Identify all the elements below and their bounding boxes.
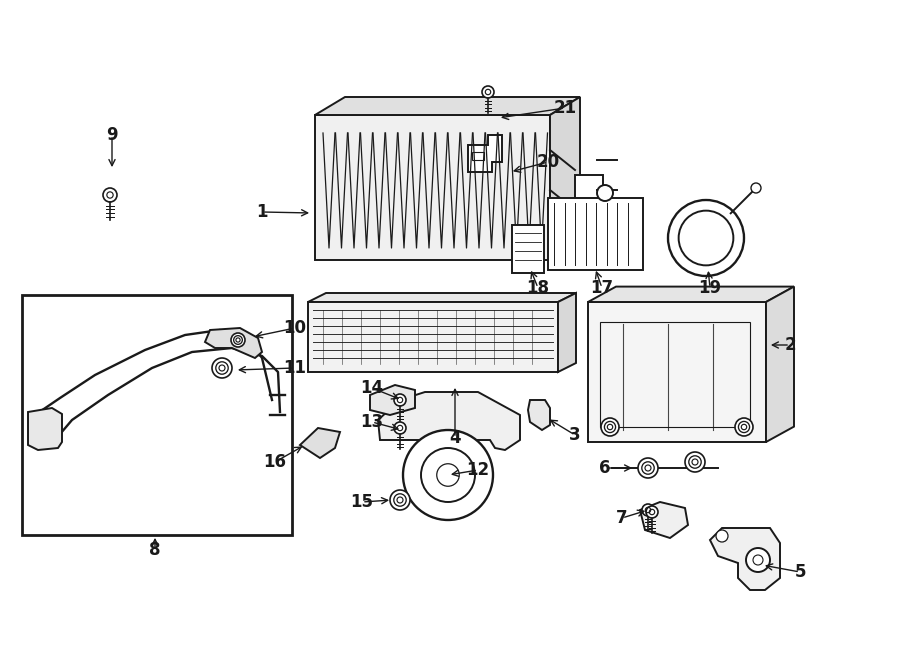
Text: 2: 2 xyxy=(784,336,796,354)
Text: 10: 10 xyxy=(284,319,307,337)
Text: 5: 5 xyxy=(794,563,806,581)
Polygon shape xyxy=(205,328,262,358)
Text: 15: 15 xyxy=(350,493,374,511)
Polygon shape xyxy=(315,115,550,260)
Circle shape xyxy=(231,333,245,347)
Polygon shape xyxy=(588,287,794,302)
Circle shape xyxy=(716,530,728,542)
Text: 20: 20 xyxy=(536,153,560,171)
Text: 6: 6 xyxy=(599,459,611,477)
Circle shape xyxy=(668,200,744,276)
Bar xyxy=(548,198,643,270)
Polygon shape xyxy=(308,293,576,302)
Bar xyxy=(588,302,766,442)
Circle shape xyxy=(735,418,753,436)
Circle shape xyxy=(212,358,232,378)
Polygon shape xyxy=(378,392,520,450)
Circle shape xyxy=(390,490,410,510)
Text: 11: 11 xyxy=(284,359,307,377)
Text: 19: 19 xyxy=(698,279,722,297)
Text: 13: 13 xyxy=(360,413,383,431)
Text: 1: 1 xyxy=(256,203,268,221)
Polygon shape xyxy=(300,428,340,458)
Circle shape xyxy=(597,185,613,201)
Text: 9: 9 xyxy=(106,126,118,144)
Circle shape xyxy=(638,458,658,478)
Polygon shape xyxy=(558,293,576,372)
Polygon shape xyxy=(550,97,580,260)
Polygon shape xyxy=(370,385,415,415)
Text: 14: 14 xyxy=(360,379,383,397)
Bar xyxy=(575,175,603,205)
Circle shape xyxy=(482,86,494,98)
Text: 8: 8 xyxy=(149,541,161,559)
Text: 18: 18 xyxy=(526,279,550,297)
Circle shape xyxy=(394,394,406,406)
Bar xyxy=(600,322,750,427)
Circle shape xyxy=(751,183,761,193)
Bar xyxy=(512,225,544,273)
Polygon shape xyxy=(640,502,688,538)
Polygon shape xyxy=(710,528,780,590)
Circle shape xyxy=(403,430,493,520)
Bar xyxy=(472,152,484,160)
Circle shape xyxy=(601,418,619,436)
Bar xyxy=(308,302,558,372)
Text: 3: 3 xyxy=(569,426,580,444)
Circle shape xyxy=(103,188,117,202)
Circle shape xyxy=(746,548,770,572)
Text: 7: 7 xyxy=(616,509,628,527)
Polygon shape xyxy=(315,97,580,115)
Polygon shape xyxy=(468,135,502,172)
Circle shape xyxy=(685,452,705,472)
Polygon shape xyxy=(528,400,550,430)
Circle shape xyxy=(646,506,658,518)
Bar xyxy=(22,295,292,535)
Circle shape xyxy=(642,504,654,516)
Text: 4: 4 xyxy=(449,429,461,447)
Polygon shape xyxy=(766,287,794,442)
Text: 12: 12 xyxy=(466,461,490,479)
Text: 17: 17 xyxy=(590,279,614,297)
Text: 21: 21 xyxy=(554,99,577,117)
Polygon shape xyxy=(28,408,62,450)
Text: 16: 16 xyxy=(264,453,286,471)
Circle shape xyxy=(394,422,406,434)
